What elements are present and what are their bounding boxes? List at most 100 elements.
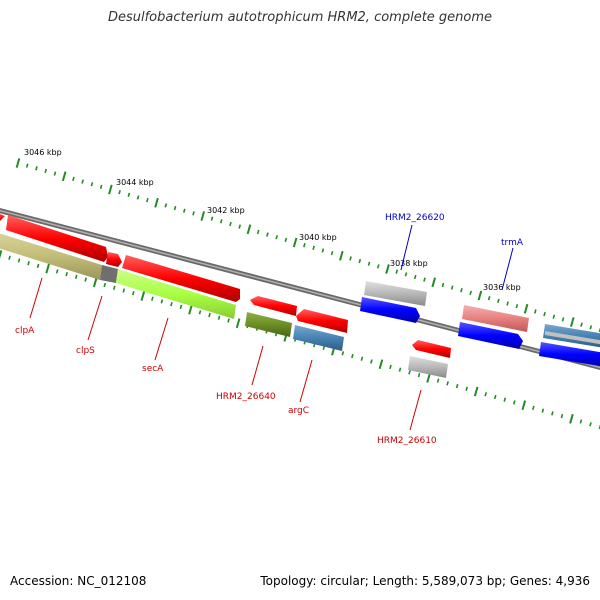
reverse-cog-track: [364, 281, 600, 348]
ruler-minor-tick: [349, 256, 352, 261]
ruler-label: 3042 kbp: [207, 206, 245, 215]
ruler-major-tick: [45, 263, 50, 274]
gene-label-clpA: clpA: [15, 326, 35, 336]
gene-arrow-trmA: [458, 322, 523, 349]
ruler-minor-tick: [275, 235, 278, 240]
ruler-minor-tick: [227, 318, 230, 323]
gene-label-argC: argC: [288, 406, 309, 416]
ruler-minor-tick: [580, 322, 583, 327]
forward-genes: [0, 214, 451, 358]
ruler-minor-tick: [506, 301, 509, 306]
ruler-minor-tick: [560, 413, 564, 419]
ruler-minor-tick: [55, 269, 59, 274]
ruler-minor-tick: [219, 219, 223, 224]
ruler-minor-tick: [132, 291, 135, 296]
gene-label-clpS: clpS: [76, 346, 95, 356]
ruler-minor-tick: [493, 394, 497, 400]
ruler-minor-tick: [358, 258, 362, 264]
ruler-minor-tick: [376, 264, 380, 269]
ruler-minor-tick: [455, 383, 459, 389]
leader-lines: [29, 224, 514, 431]
ruler-minor-tick: [534, 309, 537, 314]
cog-bar-secA: [116, 269, 236, 319]
ruler-minor-tick: [25, 163, 29, 168]
ruler-major-tick: [431, 277, 436, 288]
ruler-minor-tick: [484, 392, 488, 397]
ruler-minor-tick: [469, 290, 472, 296]
cog-track: [0, 233, 448, 378]
ruler-minor-tick: [136, 195, 140, 200]
ruler-major-tick: [108, 184, 113, 195]
ruler-major-tick: [521, 400, 527, 411]
ruler-minor-tick: [515, 303, 519, 309]
cog-bar-argC: [293, 325, 344, 351]
ruler-minor-tick: [446, 381, 449, 386]
gene-label-trmA: trmA: [501, 238, 524, 248]
cog-bar-HRM2_26620: [364, 281, 427, 306]
ruler-major-tick: [385, 264, 390, 274]
ruler-minor-tick: [541, 408, 545, 413]
ruler-minor-tick: [179, 304, 183, 310]
ruler-minor-tick: [44, 168, 48, 174]
ruler-major-tick: [61, 171, 67, 182]
ruler-minor-tick: [341, 351, 345, 356]
ruler-major-tick: [140, 291, 146, 301]
ruler-minor-tick: [208, 312, 211, 318]
ruler-major-tick: [473, 386, 479, 397]
ruler-minor-tick: [210, 216, 214, 221]
ruler-minor-tick: [589, 422, 592, 427]
ruler-minor-tick: [84, 277, 88, 282]
ruler-minor-tick: [74, 274, 78, 279]
ruler-minor-tick: [81, 179, 84, 184]
reverse-genes: [360, 297, 600, 367]
ruler-minor-tick: [408, 370, 411, 375]
gene-arrow-HRM2_26640: [250, 296, 297, 316]
ruler-major-tick: [339, 250, 344, 261]
ruler-minor-tick: [151, 296, 154, 301]
ruler-major-tick: [426, 372, 431, 383]
ruler-minor-tick: [487, 296, 491, 301]
cog-bar-clpS: [100, 265, 118, 283]
ruler-minor-tick: [284, 237, 288, 243]
ruler-major-tick: [235, 318, 241, 329]
gene-label-HRM2_26610: HRM2_26610: [377, 436, 437, 446]
ruler-major-tick: [0, 250, 3, 259]
ruler-minor-tick: [8, 255, 11, 260]
ruler-minor-tick: [127, 192, 131, 197]
ruler-minor-tick: [118, 190, 121, 195]
ruler-major-tick: [246, 224, 252, 235]
ruler-minor-tick: [192, 211, 195, 216]
gene-arrow-clpA: [6, 215, 108, 262]
ruler-minor-tick: [72, 176, 75, 182]
ruler-minor-tick: [164, 203, 168, 208]
ruler-minor-tick: [503, 397, 507, 402]
ruler-minor-tick: [512, 400, 516, 405]
ruler-label: 3040 kbp: [299, 233, 337, 242]
cog-bar-HRM2_26640: [245, 312, 292, 337]
ruler-minor-tick: [465, 386, 468, 391]
ruler-major-tick: [292, 237, 298, 248]
ruler-label: 3036 kbp: [483, 283, 521, 292]
ruler-minor-tick: [36, 263, 40, 269]
ruler-ticks: [0, 158, 600, 430]
ruler-minor-tick: [146, 197, 149, 203]
gene-arrow-argC: [296, 309, 348, 333]
cog-bar-edge-gray: [545, 331, 600, 345]
ruler-minor-tick: [543, 311, 546, 317]
ruler-minor-tick: [497, 298, 500, 303]
ruler-minor-tick: [395, 269, 399, 274]
ruler-labels: 3046 kbp 3044 kbp 3042 kbp 3040 kbp 3038…: [24, 148, 521, 292]
ruler-major-tick: [569, 413, 574, 424]
cog-bar-trmA: [462, 305, 529, 332]
ruler-minor-tick: [99, 184, 103, 190]
gene-label-HRM2_26640: HRM2_26640: [216, 392, 276, 402]
ruler-minor-tick: [27, 261, 30, 266]
ruler-major-tick: [378, 359, 384, 370]
gene-arrow-secA: [122, 255, 240, 302]
ruler-minor-tick: [65, 271, 68, 277]
ruler-minor-tick: [112, 285, 116, 290]
ruler-minor-tick: [579, 419, 583, 424]
ruler-label: 3046 kbp: [24, 148, 62, 157]
ruler-minor-tick: [321, 248, 325, 253]
gene-labels: clpA clpS secA HRM2_26640 argC HRM2_2661…: [15, 213, 524, 446]
